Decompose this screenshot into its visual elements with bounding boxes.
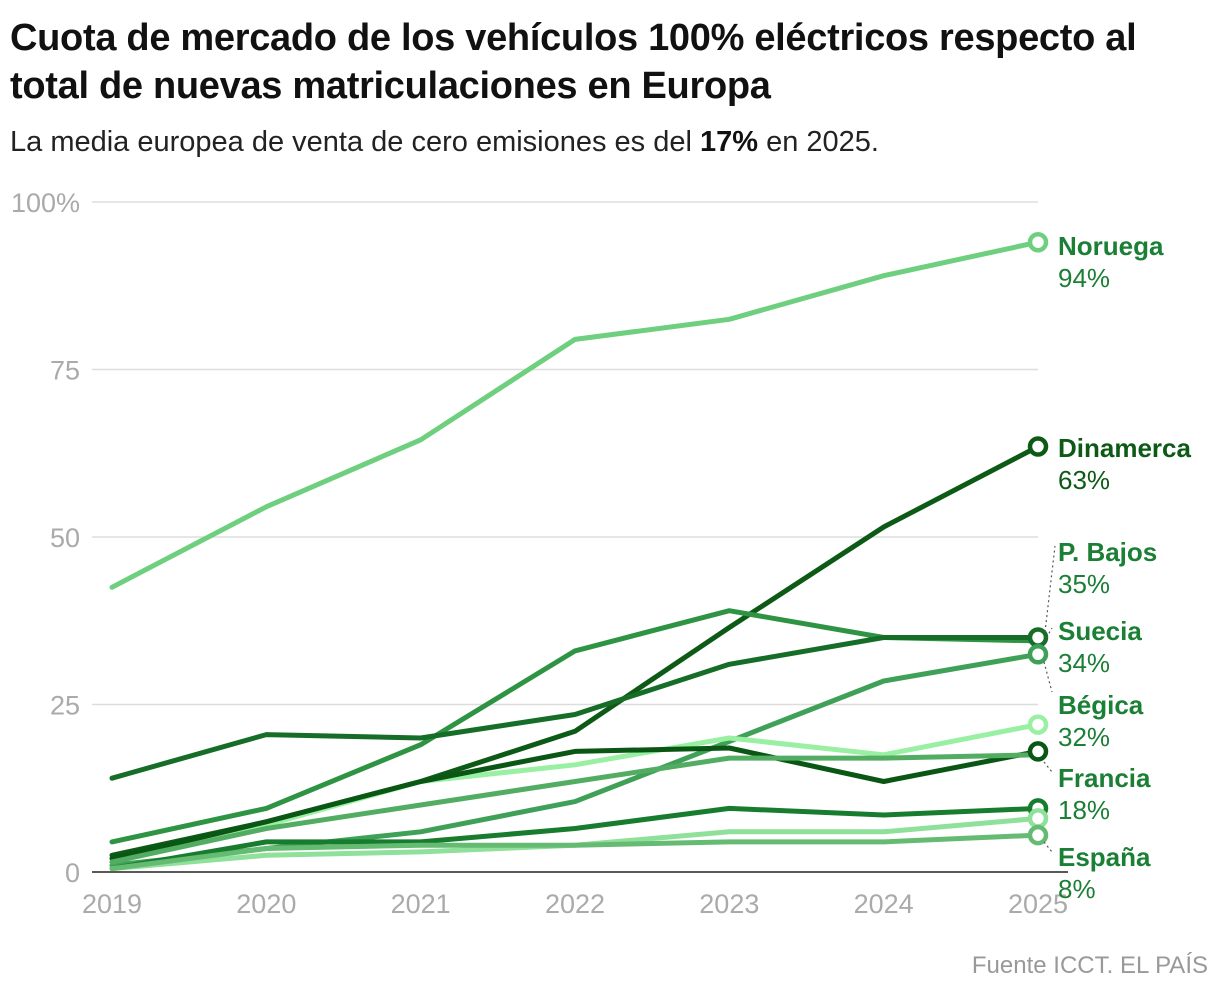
subtitle-highlight: 17% — [700, 126, 759, 158]
x-tick-label: 2019 — [82, 889, 142, 919]
series-label-value: 34% — [1058, 648, 1110, 678]
series-line — [109, 805, 1041, 872]
x-tick-label: 2021 — [391, 889, 451, 919]
x-tick-label: 2024 — [854, 889, 914, 919]
chart-subtitle: La media europea de venta de cero emisio… — [10, 126, 879, 159]
series-label-name: Dinamerca — [1058, 433, 1191, 463]
series-label-name: Francia — [1058, 763, 1151, 793]
y-tick-label: 75 — [50, 356, 80, 386]
series-label-name: España — [1058, 842, 1151, 872]
series-end-marker — [1027, 231, 1049, 253]
series-label-name: Bégica — [1058, 690, 1144, 720]
series-label-name: P. Bajos — [1058, 537, 1157, 567]
label-leader-line — [1043, 841, 1053, 853]
x-tick-label: 2022 — [545, 889, 605, 919]
series-line — [109, 608, 1041, 845]
chart-title: Cuota de mercado de los vehículos 100% e… — [10, 17, 1137, 107]
series-label-value: 18% — [1058, 795, 1110, 825]
series-label-value: 32% — [1058, 722, 1110, 752]
series-end-marker — [1027, 627, 1049, 648]
y-tick-label: 50 — [50, 523, 80, 553]
series-label-value: 94% — [1058, 263, 1110, 293]
label-leader-line — [1044, 545, 1056, 633]
x-tick-label: 2025 — [1008, 889, 1068, 919]
series-end-marker — [1027, 824, 1049, 846]
series-label-value: 8% — [1058, 874, 1096, 904]
series-label-value: 35% — [1058, 569, 1110, 599]
series-end-marker — [1027, 808, 1049, 829]
x-tick-label: 2020 — [236, 889, 296, 919]
series-end-marker — [1027, 714, 1049, 735]
label-leader-line — [1043, 761, 1053, 773]
series-end-marker — [1027, 644, 1049, 665]
label-leader-line — [1043, 661, 1053, 693]
subtitle-prefix: La media europea de venta de cero emisio… — [10, 126, 700, 158]
series-line — [109, 722, 1041, 865]
series-line — [109, 239, 1041, 590]
source-note: Fuente ICCT. EL PAÍS — [971, 952, 1208, 979]
series-line — [109, 745, 1041, 862]
series-line — [109, 832, 1041, 872]
y-tick-label: 25 — [50, 691, 80, 721]
series-end-marker — [1027, 436, 1049, 457]
y-tick-label: 0 — [65, 858, 80, 888]
series-line — [109, 635, 1041, 781]
series-label-value: 63% — [1058, 465, 1110, 495]
series-line — [109, 752, 1041, 865]
subtitle-suffix: en 2025. — [758, 126, 879, 158]
x-tick-label: 2023 — [699, 889, 759, 919]
series-label-name: Suecia — [1058, 616, 1142, 646]
series-label-name: Noruega — [1058, 231, 1164, 261]
series-end-marker — [1027, 741, 1049, 762]
y-tick-label: 100% — [11, 188, 80, 218]
